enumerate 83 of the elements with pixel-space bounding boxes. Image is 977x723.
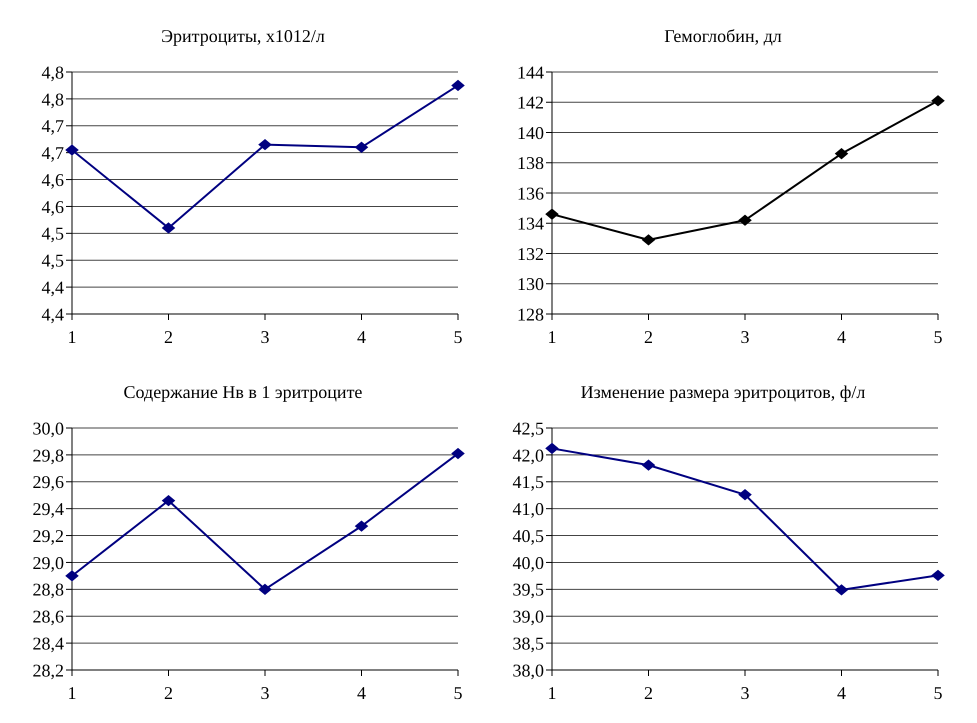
y-tick-label: 41,0 bbox=[512, 499, 544, 520]
y-tick-label: 138 bbox=[517, 153, 544, 174]
y-tick-label: 144 bbox=[517, 62, 544, 82]
point bbox=[162, 222, 175, 234]
point bbox=[738, 489, 752, 500]
y-tick-label: 28,4 bbox=[32, 634, 64, 654]
x-tick-label: 1 bbox=[548, 326, 556, 347]
y-tick-label: 4,8 bbox=[42, 89, 64, 110]
point bbox=[642, 234, 655, 246]
point bbox=[258, 139, 272, 150]
x-tick-label: 3 bbox=[740, 682, 750, 703]
y-tick-label: 40,5 bbox=[512, 526, 544, 546]
x-tick-label: 4 bbox=[837, 326, 846, 347]
y-tick-label: 128 bbox=[517, 304, 544, 324]
y-tick-label: 39,5 bbox=[512, 580, 544, 600]
y-tick-label: 142 bbox=[517, 92, 544, 113]
y-tick-label: 140 bbox=[517, 122, 544, 143]
x-tick-label: 2 bbox=[164, 326, 173, 347]
y-tick-label: 42,5 bbox=[512, 418, 544, 438]
point bbox=[355, 520, 368, 532]
x-tick-label: 1 bbox=[68, 326, 76, 347]
x-tick-label: 3 bbox=[260, 682, 270, 703]
y-tick-label: 29,0 bbox=[32, 552, 64, 573]
y-tick-label: 29,6 bbox=[32, 472, 64, 492]
x-tick-label: 5 bbox=[934, 326, 942, 347]
x-tick-label: 5 bbox=[934, 682, 942, 703]
y-tick-label: 29,4 bbox=[32, 499, 64, 520]
x-tick-label: 5 bbox=[454, 326, 462, 347]
y-tick-label: 4,7 bbox=[42, 116, 64, 136]
chart-title: Гемоглобин, дл bbox=[663, 24, 783, 48]
point bbox=[932, 95, 944, 106]
point bbox=[738, 214, 752, 226]
x-tick-label: 5 bbox=[454, 682, 462, 703]
point bbox=[932, 570, 944, 581]
y-tick-label: 40,0 bbox=[512, 552, 544, 573]
point bbox=[66, 144, 78, 156]
x-tick-label: 2 bbox=[644, 682, 653, 703]
x-tick-label: 1 bbox=[68, 682, 76, 703]
x-tick-label: 3 bbox=[260, 326, 270, 347]
point bbox=[835, 148, 848, 160]
y-tick-label: 132 bbox=[517, 244, 544, 264]
point bbox=[355, 142, 368, 153]
x-tick-label: 2 bbox=[644, 326, 653, 347]
y-tick-label: 136 bbox=[517, 183, 544, 204]
point bbox=[546, 208, 558, 220]
y-tick-label: 38,0 bbox=[512, 660, 544, 680]
y-tick-label: 4,4 bbox=[42, 278, 64, 298]
chart-title: Эритроциты, х1012/л bbox=[160, 24, 326, 48]
y-tick-label: 134 bbox=[517, 214, 544, 234]
point bbox=[66, 570, 78, 582]
y-tick-label: 28,2 bbox=[32, 660, 64, 680]
x-tick-label: 1 bbox=[548, 682, 556, 703]
y-tick-label: 41,5 bbox=[512, 472, 544, 492]
x-tick-label: 2 bbox=[164, 682, 173, 703]
point bbox=[162, 495, 175, 506]
y-tick-label: 30,0 bbox=[32, 418, 64, 438]
y-tick-label: 4,8 bbox=[42, 62, 64, 82]
point bbox=[642, 460, 655, 471]
y-tick-label: 4,7 bbox=[42, 143, 64, 164]
y-tick-label: 130 bbox=[517, 274, 544, 294]
y-tick-label: 4,6 bbox=[42, 170, 64, 190]
point bbox=[452, 448, 464, 460]
point bbox=[452, 80, 464, 91]
y-tick-label: 28,8 bbox=[32, 580, 64, 600]
y-tick-label: 4,6 bbox=[42, 196, 64, 217]
point bbox=[258, 584, 272, 595]
y-tick-label: 29,8 bbox=[32, 445, 64, 466]
y-tick-label: 38,5 bbox=[512, 634, 544, 654]
point bbox=[835, 584, 848, 596]
point bbox=[546, 442, 558, 454]
x-tick-label: 4 bbox=[837, 682, 846, 703]
x-tick-label: 4 bbox=[357, 682, 366, 703]
y-tick-label: 4,4 bbox=[42, 304, 64, 324]
y-tick-label: 4,5 bbox=[42, 250, 64, 271]
y-tick-label: 29,2 bbox=[32, 526, 64, 546]
x-tick-label: 4 bbox=[357, 326, 366, 347]
x-tick-label: 3 bbox=[740, 326, 750, 347]
chart-title: Изменение размера эритроцитов, ф/л bbox=[580, 380, 866, 404]
y-tick-label: 42,0 bbox=[512, 445, 544, 466]
y-tick-label: 28,6 bbox=[32, 606, 64, 627]
chart-title: Содержание Нв в 1 эритроците bbox=[122, 380, 364, 404]
y-tick-label: 4,5 bbox=[42, 224, 64, 244]
y-tick-label: 39,0 bbox=[512, 606, 544, 627]
